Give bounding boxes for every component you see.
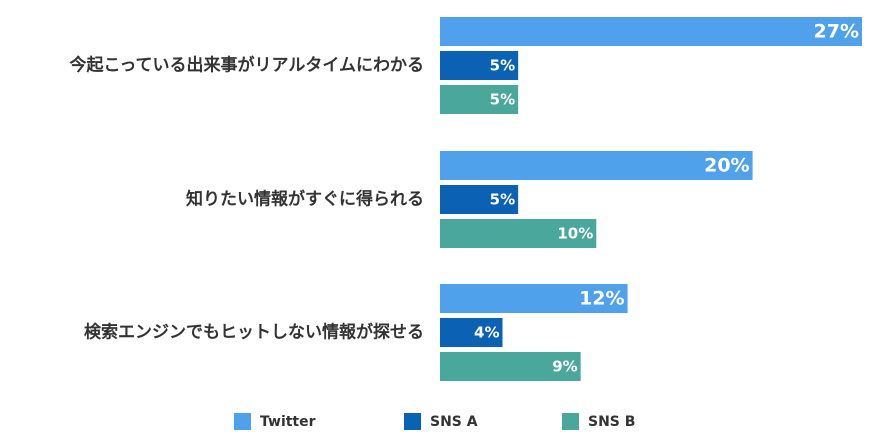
legend: Twitter SNS A SNS B — [234, 413, 635, 430]
bar-sns-b — [440, 352, 581, 381]
category-label: 検索エンジンでもヒットしない情報が探せる — [84, 322, 424, 343]
bar-sns-a — [440, 185, 519, 214]
legend-swatch — [234, 413, 251, 430]
bar-twitter — [440, 151, 753, 180]
bar-value-label: 5% — [490, 191, 515, 209]
bar-sns-a — [440, 318, 503, 347]
bar-sns-a — [440, 51, 519, 80]
bar-value-label: 5% — [490, 57, 515, 75]
legend-swatch — [404, 413, 421, 430]
bar-twitter — [440, 17, 862, 46]
bar-value-label: 10% — [557, 225, 593, 243]
legend-label: SNS A — [430, 414, 478, 430]
legend-label: SNS B — [588, 414, 635, 430]
bar-value-label: 12% — [579, 288, 624, 310]
bar-sns-b — [440, 219, 597, 248]
bar-value-label: 4% — [474, 324, 499, 342]
bar-twitter — [440, 284, 628, 313]
bar-value-label: 20% — [704, 155, 749, 177]
category-label: 知りたい情報がすぐに得られる — [185, 189, 424, 210]
category-label: 今起こっている出来事がリアルタイムにわかる — [70, 55, 424, 76]
bar-value-label: 5% — [490, 91, 515, 109]
bar-value-label: 9% — [552, 358, 577, 376]
bar-sns-b — [440, 85, 519, 114]
legend-label: Twitter — [260, 414, 316, 430]
legend-swatch — [562, 413, 579, 430]
bar-value-label: 27% — [814, 21, 859, 43]
